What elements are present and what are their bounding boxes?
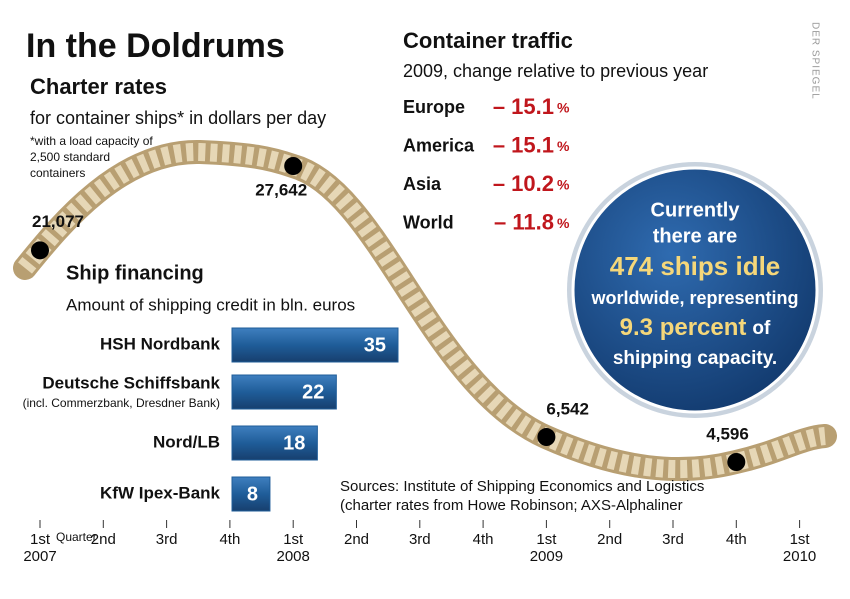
change-unit: % xyxy=(557,138,570,154)
source: (charter rates from Howe Robinson; AXS-A… xyxy=(340,497,683,514)
callout-text: of xyxy=(752,318,771,339)
data-label: 21,077 xyxy=(32,212,84,231)
bar-value: 35 xyxy=(364,334,386,356)
change-unit: % xyxy=(557,100,570,116)
x-tick-label: 2nd xyxy=(344,531,369,548)
region-label: Europe xyxy=(403,97,465,117)
callout-line: Currently xyxy=(651,199,741,221)
year-label: 2010 xyxy=(783,548,816,565)
x-tick-label: 1st xyxy=(30,531,51,548)
axis-title: Quarter xyxy=(56,530,97,544)
section-subtitle: 2009, change relative to previous year xyxy=(403,61,708,81)
data-point xyxy=(537,428,556,447)
data-label: 4,596 xyxy=(706,424,749,443)
bar xyxy=(231,327,399,363)
callout-line: shipping capacity. xyxy=(613,348,777,369)
x-tick-label: 3rd xyxy=(409,531,431,548)
bar-value: 22 xyxy=(302,381,324,403)
bar-category: KfW Ipex-Bank xyxy=(100,483,221,502)
change-unit: % xyxy=(557,177,570,193)
bar xyxy=(231,476,271,512)
region-label: Asia xyxy=(403,174,442,194)
category-note: (incl. Commerzbank, Dresdner Bank) xyxy=(23,396,220,410)
bar xyxy=(231,425,318,461)
data-label: 27,642 xyxy=(255,180,307,199)
year-label: 2009 xyxy=(530,548,563,565)
callout-line: there are xyxy=(653,225,738,247)
source: Sources: Institute of Shipping Economics… xyxy=(340,478,704,495)
data-point xyxy=(727,453,746,471)
change-value: – 11.8 xyxy=(494,209,554,234)
data-point xyxy=(284,157,303,175)
callout-bubble xyxy=(571,166,819,414)
year-label: 2007 xyxy=(23,548,56,565)
change-value: – 10.2 xyxy=(493,171,554,196)
x-tick-label: 1st xyxy=(790,531,811,548)
x-tick-label: 2nd xyxy=(597,531,622,548)
change-value: – 15.1 xyxy=(493,132,554,157)
callout-line: 9.3 percent of xyxy=(620,314,771,341)
footnote: *with a load capacity of xyxy=(30,134,153,148)
x-tick-label: 1st xyxy=(536,531,557,548)
title: In the Doldrums xyxy=(26,27,285,65)
bar-category: Deutsche Schiffsbank xyxy=(42,373,220,392)
x-tick-label: 1st xyxy=(283,531,304,548)
region-label: America xyxy=(403,135,475,155)
x-tick-label: 3rd xyxy=(156,531,178,548)
bar-value: 18 xyxy=(283,432,305,454)
bar-value: 8 xyxy=(247,483,258,505)
change-unit: % xyxy=(557,215,570,231)
data-point xyxy=(31,241,49,260)
x-tick-label: 4th xyxy=(473,531,494,548)
chart-title: Ship financing xyxy=(66,262,204,284)
x-tick-label: 3rd xyxy=(662,531,684,548)
footnote: containers xyxy=(30,166,85,180)
x-tick-label: 4th xyxy=(219,531,240,548)
x-tick-label: 4th xyxy=(726,531,747,548)
section-title: Container traffic xyxy=(403,28,573,53)
chart-subtitle: for container ships* in dollars per day xyxy=(30,108,326,128)
data-label: 6,542 xyxy=(546,399,589,418)
callout-highlight: 9.3 percent xyxy=(620,314,747,341)
credit: DER SPIEGEL xyxy=(809,22,820,100)
callout-line: worldwide, representing xyxy=(590,288,798,308)
region-label: World xyxy=(403,212,454,232)
footnote: 2,500 standard xyxy=(30,150,110,164)
change-value: – 15.1 xyxy=(493,94,554,119)
chart-subtitle: Amount of shipping credit in bln. euros xyxy=(66,295,355,314)
callout-line: 474 ships idle xyxy=(610,251,781,281)
year-label: 2008 xyxy=(277,548,310,565)
chart-title: Charter rates xyxy=(30,74,167,99)
bar-category: HSH Nordbank xyxy=(100,334,221,353)
x-tick-label: 2nd xyxy=(91,531,116,548)
bar xyxy=(231,374,337,410)
bar-category: Nord/LB xyxy=(153,432,220,451)
